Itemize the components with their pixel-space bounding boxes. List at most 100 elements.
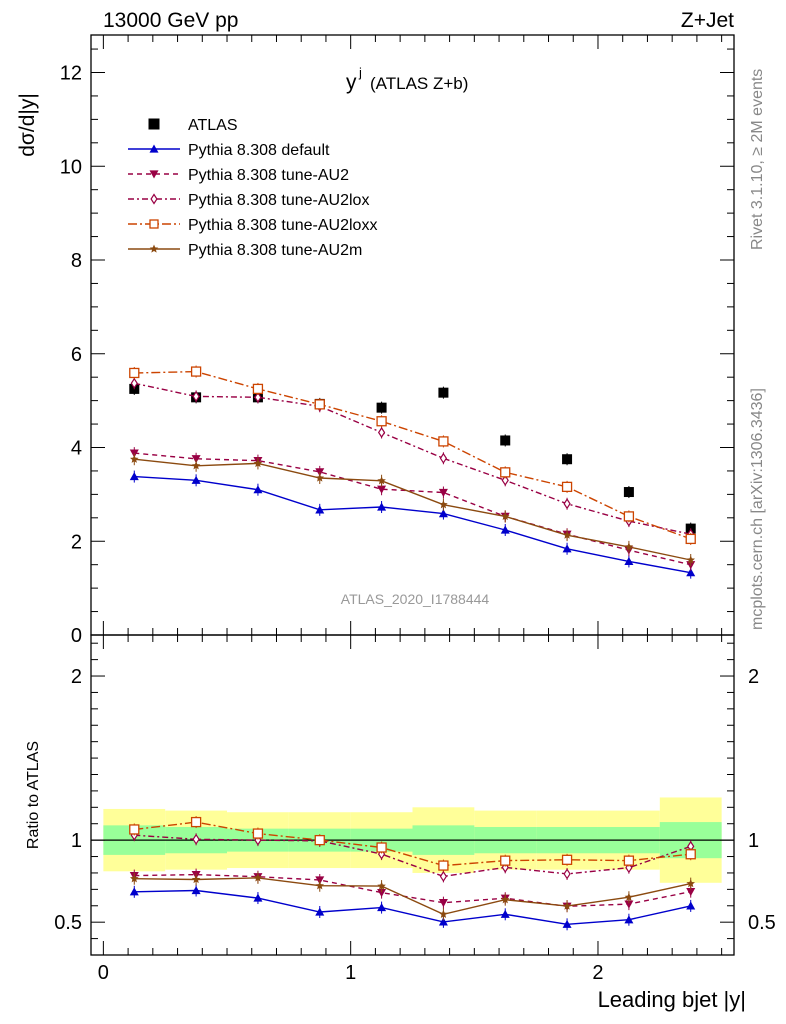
ratio-y-tick-label-right: 2 — [748, 666, 759, 688]
ratio-data-point — [130, 874, 139, 883]
main-data-point — [377, 502, 387, 511]
main-data-point — [438, 436, 449, 447]
mcplots-reference-label: mcplots.cern.ch [arXiv:1306.3436] — [749, 388, 766, 630]
x-axis-label: Leading bjet |y| — [598, 987, 746, 1012]
ratio-data-point — [686, 879, 695, 888]
main-y-tick-label: 10 — [60, 156, 82, 178]
ratio-data-point — [500, 895, 510, 904]
main-data-point — [500, 525, 510, 534]
ratio-data-point — [314, 834, 325, 846]
main-data-point — [501, 474, 509, 486]
ratio-data-point — [191, 875, 201, 884]
ratio-data-point — [438, 899, 448, 908]
main-series-line-3 — [134, 382, 691, 535]
ratio-data-point — [253, 873, 263, 882]
main-series-line-2 — [134, 452, 691, 566]
legend-marker — [149, 219, 159, 229]
ratio-data-point — [129, 824, 140, 835]
main-data-point — [190, 366, 202, 377]
main-series-0 — [129, 382, 696, 535]
plot-title-superscript: j — [358, 65, 362, 80]
main-data-point — [129, 472, 139, 481]
main-data-point — [438, 488, 448, 497]
legend-marker — [149, 244, 159, 253]
header-energy-label: 13000 GeV pp — [103, 9, 238, 32]
x-tick-label: 2 — [592, 962, 603, 984]
main-data-point — [377, 485, 387, 494]
ratio-y-axis-label: Ratio to ATLAS — [25, 741, 42, 849]
main-data-point — [686, 568, 696, 577]
legend-marker — [149, 170, 159, 179]
ratio-data-point — [376, 842, 387, 853]
main-data-point — [315, 473, 325, 482]
main-data-point — [438, 387, 449, 398]
main-data-point — [562, 544, 572, 553]
main-data-point — [254, 391, 262, 403]
main-data-point — [253, 485, 263, 494]
ratio-data-point — [438, 860, 449, 871]
main-series-line-4 — [134, 370, 691, 540]
ratio-data-point — [686, 901, 696, 910]
main-data-point — [562, 530, 572, 539]
ratio-data-point — [624, 915, 634, 924]
legend-entry-3: Pythia 8.308 tune-AU2lox — [128, 192, 369, 209]
main-series-4 — [129, 365, 696, 545]
ratio-data-point — [624, 892, 634, 901]
main-data-point — [500, 435, 511, 446]
main-data-point — [624, 542, 634, 551]
ratio-data-point — [562, 901, 572, 910]
legend-marker — [149, 144, 159, 153]
main-data-point — [376, 402, 387, 413]
ratio-series-3 — [129, 816, 696, 872]
ratio-data-point — [315, 907, 325, 916]
main-data-point — [500, 511, 510, 521]
ratio-y-tick-label: 2 — [71, 666, 82, 688]
ratio-data-point — [563, 868, 571, 880]
x-tick-label: 0 — [98, 962, 109, 984]
main-data-point — [623, 511, 635, 522]
ratio-series-line-2 — [134, 834, 691, 878]
plot-title: y j (ATLAS Z+b) — [346, 65, 468, 94]
plot-title-sub: (ATLAS Z+b) — [370, 74, 468, 93]
analysis-watermark: ATLAS_2020_I1788444 — [341, 591, 490, 607]
main-y-tick-label: 2 — [71, 531, 82, 553]
main-data-point — [192, 390, 200, 403]
ratio-series-line-0 — [134, 889, 691, 926]
ratio-data-point — [252, 828, 264, 839]
ratio-data-point — [686, 888, 696, 897]
main-data-point — [685, 533, 696, 545]
legend-marker — [148, 118, 160, 130]
x-tick-label: 1 — [345, 962, 356, 984]
main-data-point — [686, 555, 695, 564]
legend-label: Pythia 8.308 tune-AU2m — [188, 242, 362, 259]
main-data-point — [439, 500, 448, 509]
ratio-data-point — [500, 855, 511, 866]
legend-entry-5: Pythia 8.308 tune-AU2m — [128, 242, 362, 259]
ratio-series-line-4 — [134, 877, 691, 916]
main-y-tick-label: 4 — [71, 438, 82, 460]
ratio-data-point — [377, 903, 387, 912]
ratio-data-point — [439, 870, 448, 882]
main-data-point — [253, 458, 263, 468]
main-data-point — [561, 481, 573, 493]
legend-label: Pythia 8.308 tune-AU2lox — [188, 192, 369, 209]
main-data-point — [252, 383, 264, 395]
main-axes: 0 2 4 6 8 10 12 — [60, 35, 734, 647]
legend-entry-2: Pythia 8.308 tune-AU2 — [128, 167, 349, 184]
ratio-data-point — [191, 886, 201, 895]
ratio-data-point — [561, 854, 573, 865]
main-y-tick-label: 0 — [71, 625, 82, 647]
ratio-data-point — [253, 893, 263, 902]
header-process-label: Z+Jet — [681, 9, 734, 32]
main-plot-content — [129, 365, 696, 579]
ratio-y-tick-label-right: 1 — [748, 830, 759, 852]
main-series-1 — [129, 470, 696, 579]
main-data-point — [377, 426, 386, 439]
rivet-version-label: Rivet 3.1.10, ≥ 2M events — [749, 69, 766, 250]
ratio-series-0 — [129, 884, 696, 931]
main-data-point — [563, 498, 571, 510]
main-data-point — [191, 461, 201, 470]
ratio-data-point — [377, 889, 387, 898]
main-data-point — [191, 455, 201, 464]
